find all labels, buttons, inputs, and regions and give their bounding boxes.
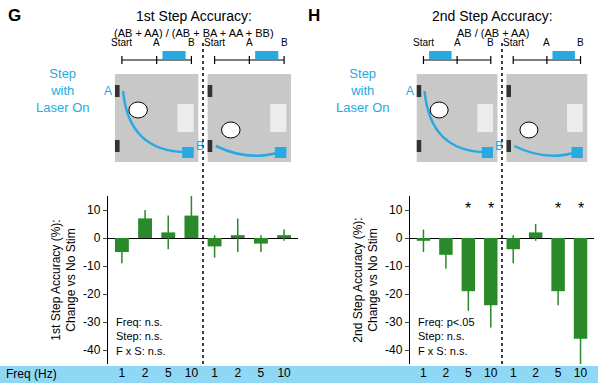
svg-text:-20: -20 bbox=[83, 287, 101, 301]
svg-text:H: H bbox=[308, 6, 320, 25]
svg-text:1: 1 bbox=[211, 366, 218, 380]
svg-text:-40: -40 bbox=[83, 343, 101, 357]
svg-text:A: A bbox=[153, 37, 160, 48]
svg-text:A: A bbox=[454, 37, 461, 48]
svg-text:Start: Start bbox=[111, 37, 132, 48]
svg-text:0: 0 bbox=[94, 231, 101, 245]
svg-text:Freq: n.s.Step: n.s.F x S: n.s: Freq: n.s.Step: n.s.F x S: n.s. bbox=[116, 316, 166, 357]
svg-text:2: 2 bbox=[142, 366, 149, 380]
svg-text:B: B bbox=[495, 139, 503, 153]
svg-text:Start: Start bbox=[503, 37, 524, 48]
svg-text:Freq: p<.05Step: n.s.F x S: n.: Freq: p<.05Step: n.s.F x S: n.s. bbox=[418, 316, 475, 357]
svg-text:A: A bbox=[104, 84, 112, 98]
svg-text:-40: -40 bbox=[385, 343, 403, 357]
svg-text:-20: -20 bbox=[385, 287, 403, 301]
svg-text:Freq (Hz): Freq (Hz) bbox=[6, 367, 57, 381]
svg-text:AB / (AB + AA): AB / (AB + AA) bbox=[457, 27, 529, 39]
svg-text:*: * bbox=[578, 200, 584, 217]
svg-text:StepwithLaser On: StepwithLaser On bbox=[336, 66, 389, 115]
svg-text:5: 5 bbox=[555, 366, 562, 380]
svg-text:*: * bbox=[465, 200, 471, 217]
svg-text:B: B bbox=[487, 37, 494, 48]
svg-text:2nd Step Accuracy:: 2nd Step Accuracy: bbox=[432, 8, 553, 24]
svg-text:A: A bbox=[406, 84, 414, 98]
svg-text:10: 10 bbox=[185, 366, 199, 380]
svg-text:5: 5 bbox=[258, 366, 265, 380]
svg-text:-30: -30 bbox=[385, 315, 403, 329]
svg-text:G: G bbox=[8, 6, 21, 25]
svg-text:10: 10 bbox=[87, 203, 101, 217]
svg-text:1: 1 bbox=[420, 366, 427, 380]
svg-text:10: 10 bbox=[574, 366, 588, 380]
svg-text:5: 5 bbox=[165, 366, 172, 380]
svg-text:2: 2 bbox=[443, 366, 450, 380]
svg-text:B: B bbox=[196, 139, 204, 153]
svg-text:B: B bbox=[577, 37, 584, 48]
svg-text:*: * bbox=[488, 200, 494, 217]
svg-text:1: 1 bbox=[510, 366, 517, 380]
svg-text:A: A bbox=[246, 37, 253, 48]
svg-text:1st Step Accuracy:: 1st Step Accuracy: bbox=[136, 8, 252, 24]
svg-text:StepwithLaser On: StepwithLaser On bbox=[36, 66, 89, 115]
svg-text:Start: Start bbox=[413, 37, 434, 48]
svg-text:10: 10 bbox=[277, 366, 291, 380]
svg-text:1st Step Accuracy (%):Change v: 1st Step Accuracy (%):Change vs No Stim bbox=[49, 219, 79, 340]
svg-text:2: 2 bbox=[532, 366, 539, 380]
svg-text:5: 5 bbox=[465, 366, 472, 380]
svg-text:0: 0 bbox=[396, 231, 403, 245]
svg-text:A: A bbox=[543, 37, 550, 48]
svg-text:(AB + AA) / (AB + BA + AA + BB: (AB + AA) / (AB + BA + AA + BB) bbox=[114, 27, 274, 39]
svg-text:*: * bbox=[555, 200, 561, 217]
svg-text:-10: -10 bbox=[385, 259, 403, 273]
svg-text:Start: Start bbox=[204, 37, 225, 48]
svg-text:10: 10 bbox=[389, 203, 403, 217]
svg-text:2nd Step Accuracy (%):Change v: 2nd Step Accuracy (%):Change vs No Stim bbox=[351, 217, 381, 342]
svg-text:1: 1 bbox=[119, 366, 126, 380]
svg-text:10: 10 bbox=[484, 366, 498, 380]
svg-text:2: 2 bbox=[234, 366, 241, 380]
svg-text:B: B bbox=[281, 37, 288, 48]
svg-text:-10: -10 bbox=[83, 259, 101, 273]
svg-text:-30: -30 bbox=[83, 315, 101, 329]
svg-text:B: B bbox=[188, 37, 195, 48]
